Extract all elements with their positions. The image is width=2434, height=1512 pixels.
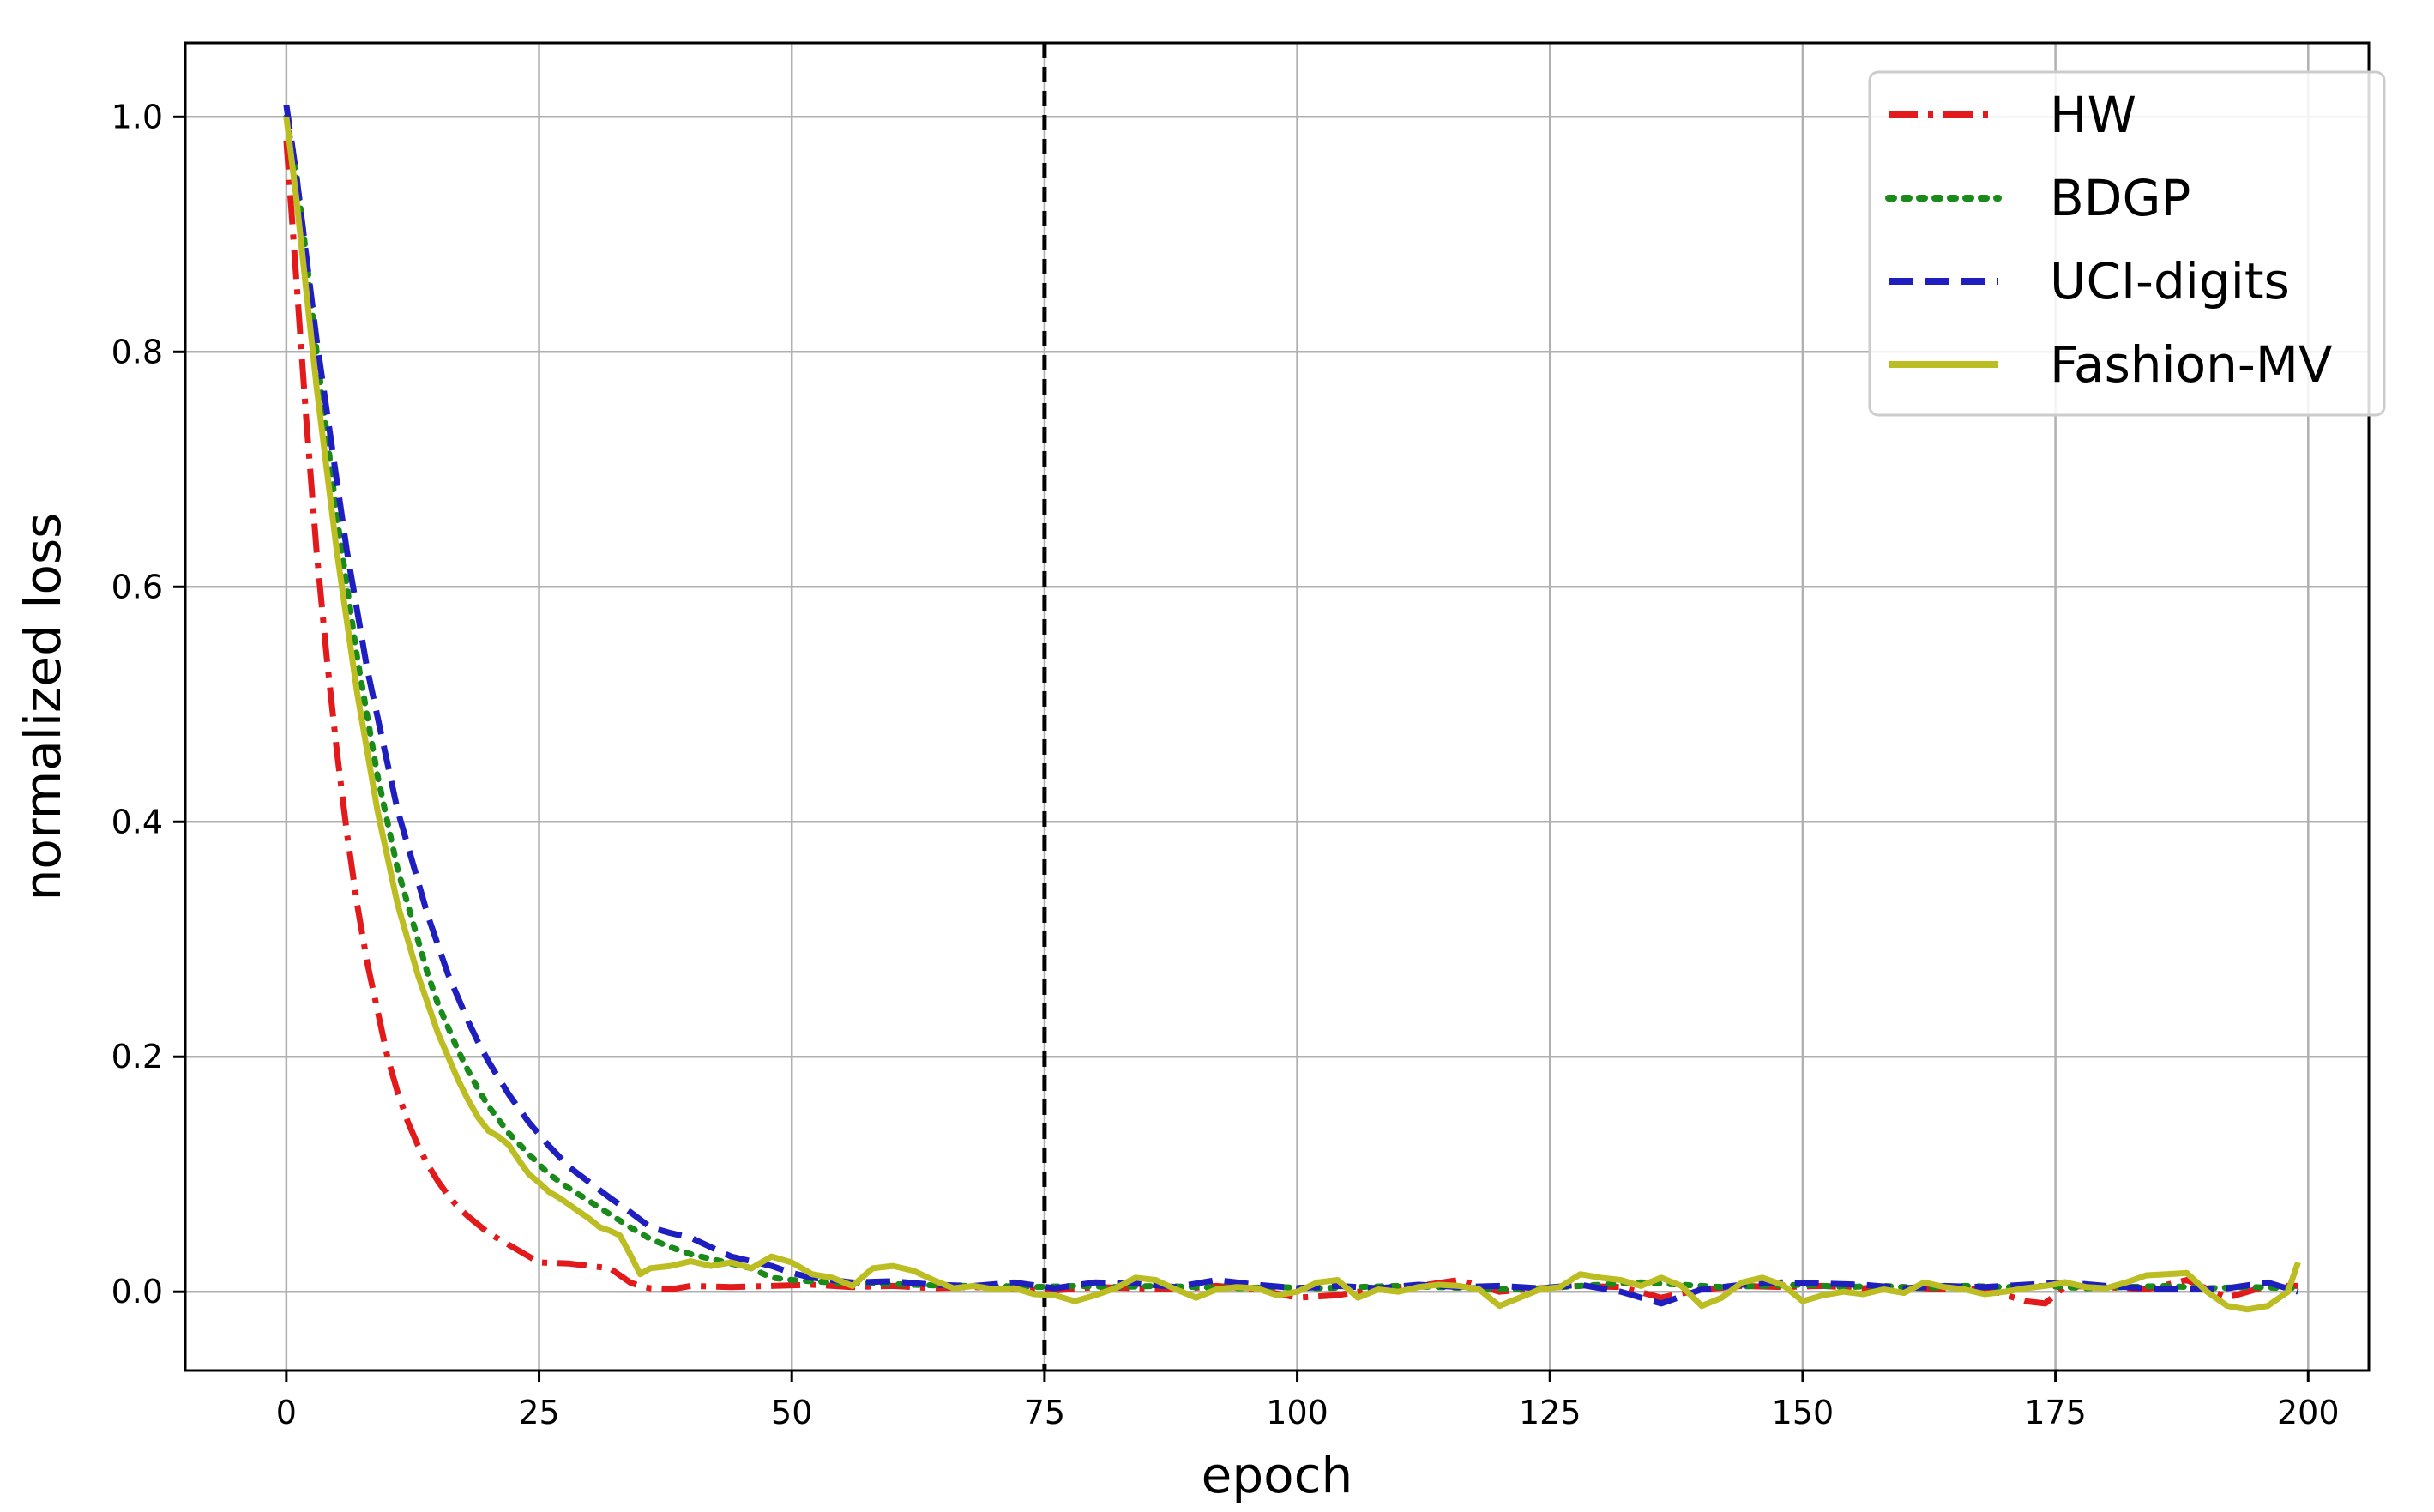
legend-box: [1868, 70, 2386, 417]
x-tick-label: 175: [2024, 1394, 2087, 1431]
x-axis-title: epoch: [1202, 1446, 1353, 1504]
x-tick-label: 0: [276, 1394, 297, 1431]
legend-label: HW: [2050, 86, 2136, 144]
x-tick-label: 150: [1772, 1394, 1835, 1431]
x-tick-label: 75: [1024, 1394, 1065, 1431]
legend-label: Fashion-MV: [2050, 335, 2333, 394]
x-tick-label: 25: [518, 1394, 559, 1431]
axis-ticks: 0 25 50 75 100 125 150 175 200 0.0 0.2 0.4 0.6 0.8 1.0: [111, 98, 2340, 1431]
y-tick-label: 0.8: [111, 333, 163, 370]
y-tick-label: 0.0: [111, 1273, 163, 1310]
legend-label: BDGP: [2050, 169, 2190, 227]
x-tick-label: 200: [2277, 1394, 2340, 1431]
plot-area: [184, 41, 2371, 1372]
series-lines: [283, 105, 2301, 1313]
y-tick-label: 0.2: [111, 1038, 163, 1075]
y-axis-title: normalized loss: [14, 513, 72, 901]
x-tick-label: 125: [1519, 1394, 1581, 1431]
legend: HW BDGP UCI-digits Fashion-MV: [1868, 70, 2386, 417]
series-line-fashion-mv: [283, 116, 2301, 1313]
y-tick-label: 1.0: [111, 98, 163, 136]
y-tick-label: 0.6: [111, 568, 163, 605]
legend-label: UCI-digits: [2050, 252, 2290, 310]
y-tick-label: 0.4: [111, 803, 163, 840]
series-line-hw: [283, 140, 2298, 1307]
x-tick-label: 50: [771, 1394, 812, 1431]
x-tick-label: 100: [1266, 1394, 1328, 1431]
